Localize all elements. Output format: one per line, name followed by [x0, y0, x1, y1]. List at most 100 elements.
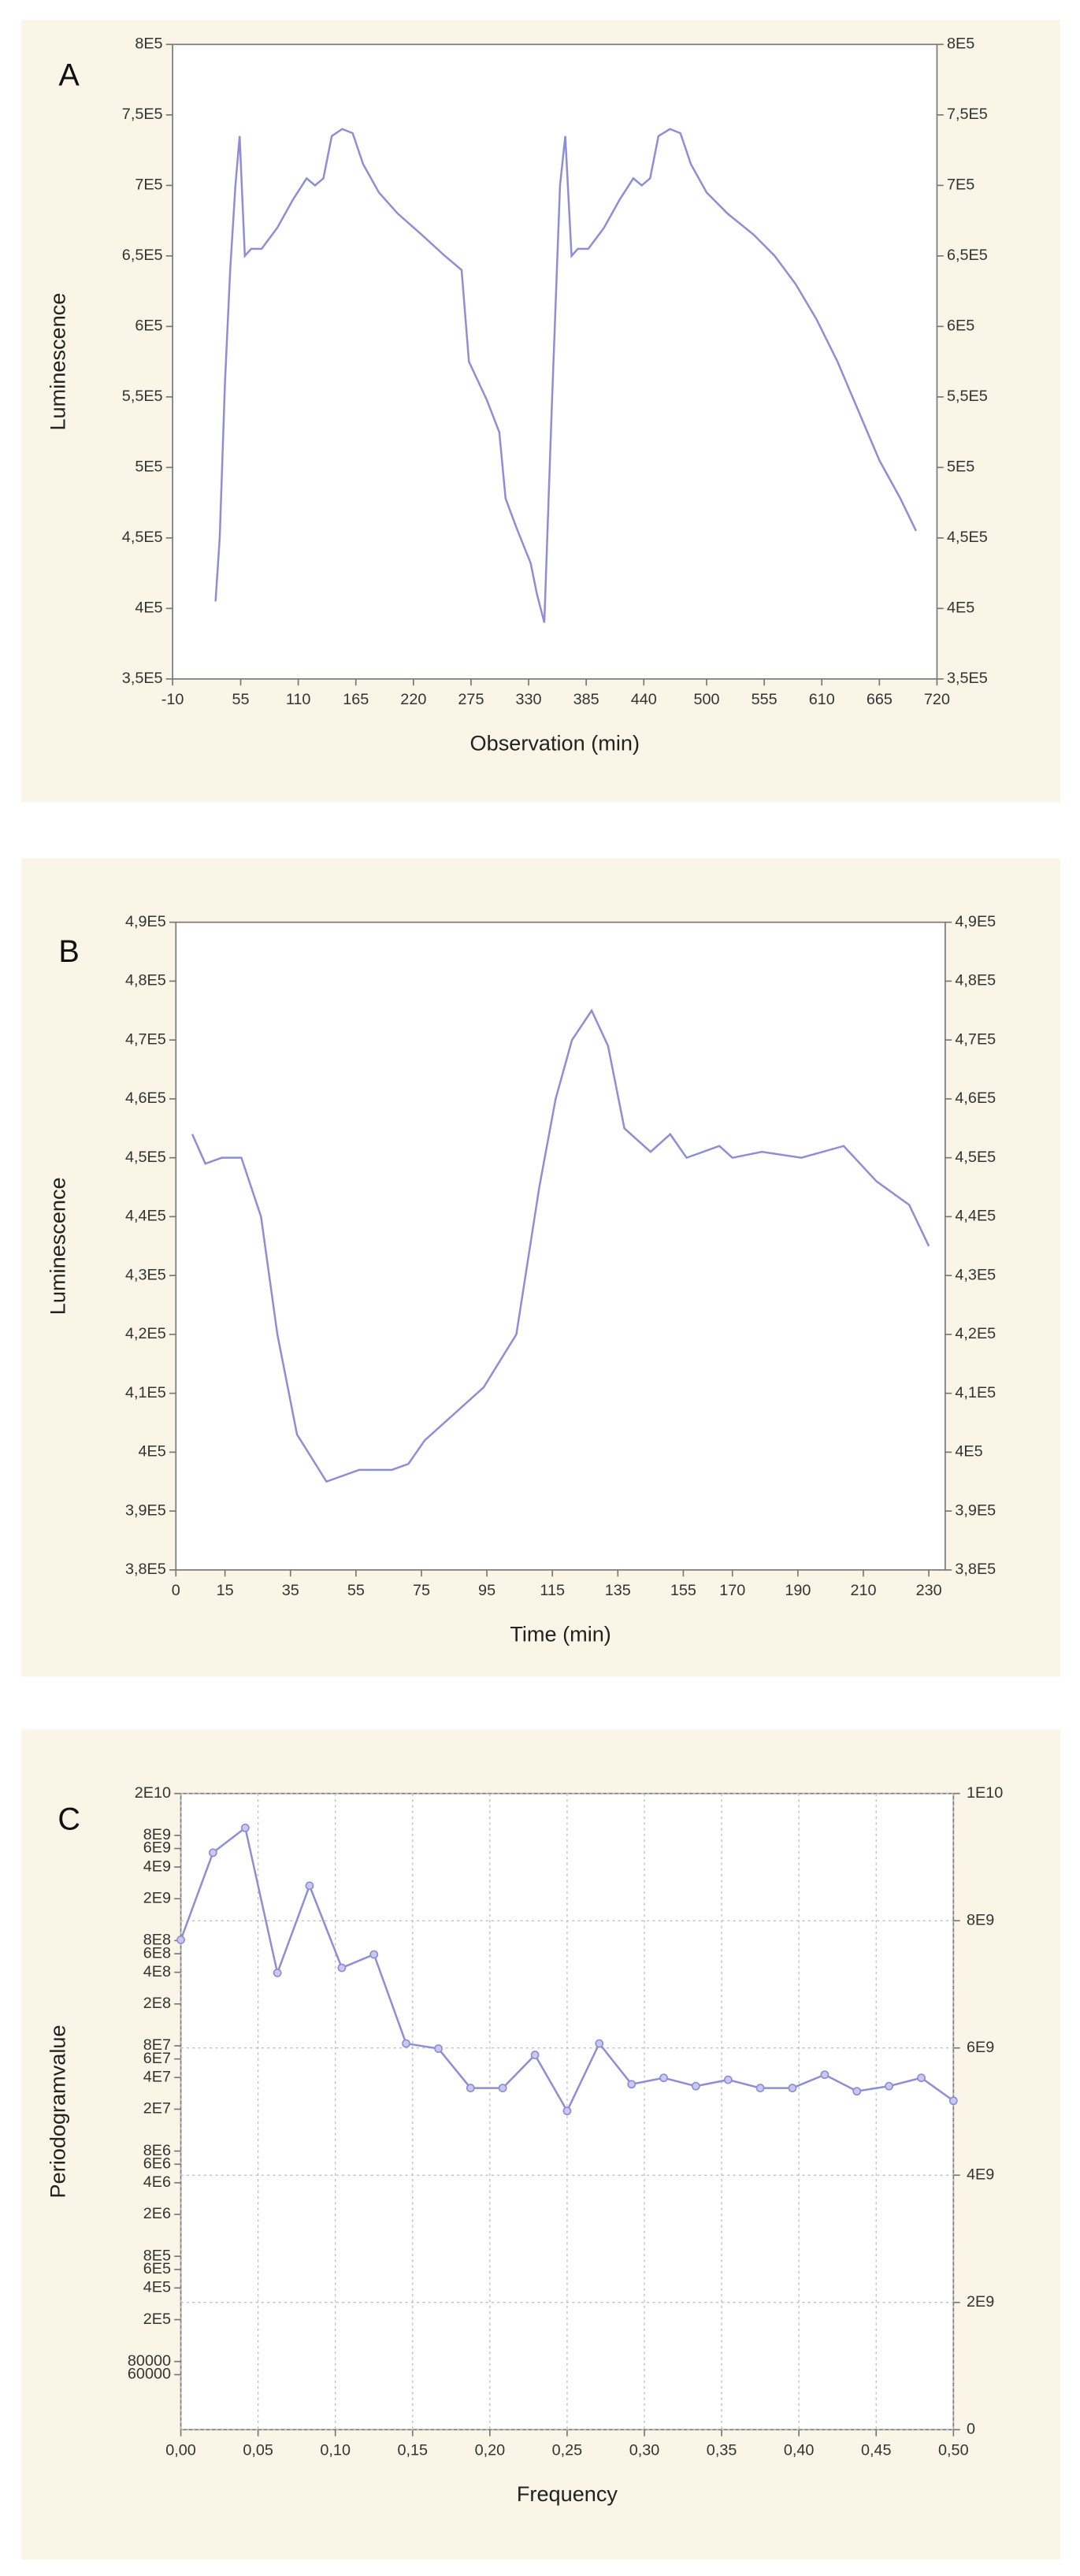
- data-point: [208, 1848, 217, 1858]
- data-line: [214, 128, 917, 623]
- y-tick-label: 6E6: [143, 2155, 171, 2172]
- x-tick-label: 610: [809, 691, 835, 708]
- y-tick-label: 6E7: [143, 2050, 171, 2067]
- y-tick-label: 8E6: [143, 2142, 171, 2159]
- y-tick-label: 4,2E5: [125, 1325, 166, 1342]
- x-tick-label: 0,10: [320, 2442, 351, 2459]
- x-tick-label: 0,00: [165, 2442, 196, 2459]
- y-tick-label: 8E5: [135, 35, 162, 53]
- y-right-tick-label: 4,8E5: [955, 972, 996, 989]
- y2-tick-label: 1E10: [967, 1784, 1003, 1802]
- y-tick-label: 2E7: [143, 2100, 171, 2118]
- x-tick-label: 330: [516, 691, 542, 708]
- y-right-tick-label: 4,7E5: [955, 1030, 996, 1048]
- y-right-tick-label: 7E5: [947, 176, 974, 194]
- data-point: [434, 2044, 443, 2053]
- x-tick-label: 75: [413, 1582, 430, 1599]
- y-tick-label: 4,4E5: [125, 1208, 166, 1225]
- y-tick-label: 5,5E5: [122, 388, 163, 405]
- x-tick-label: 55: [232, 691, 249, 708]
- y-right-tick-label: 4,2E5: [955, 1325, 996, 1342]
- y-right-tick-label: 3,8E5: [955, 1561, 996, 1578]
- data-point: [595, 2039, 604, 2048]
- y-tick-label: 4,9E5: [125, 913, 166, 930]
- x-tick-label: 170: [719, 1582, 745, 1599]
- x-tick-label: 0,20: [475, 2442, 506, 2459]
- data-point: [240, 1823, 250, 1832]
- y-tick-label: 4E9: [143, 1858, 171, 1875]
- y-right-tick-label: 4,4E5: [955, 1208, 996, 1225]
- y-tick-label: 2E10: [135, 1784, 171, 1802]
- x-tick-label: 35: [282, 1582, 299, 1599]
- y-tick-label: 4,7E5: [125, 1030, 166, 1048]
- x-tick-label: 220: [400, 691, 426, 708]
- data-point: [820, 2070, 829, 2080]
- y-right-tick-label: 4,5E5: [955, 1149, 996, 1166]
- y-right-tick-label: 4,9E5: [955, 913, 996, 930]
- x-tick-label: 0,30: [629, 2442, 660, 2459]
- y-tick-label: 4,5E5: [125, 1149, 166, 1166]
- y-tick-label: 2E9: [143, 1889, 171, 1906]
- y-tick-label: 4,6E5: [125, 1089, 166, 1107]
- y-right-tick-label: 8E5: [947, 35, 974, 53]
- x-tick-label: 500: [693, 691, 719, 708]
- y-axis-title: Periodogramvalue: [45, 2025, 69, 2198]
- y-right-tick-label: 5,5E5: [947, 388, 988, 405]
- x-tick-label: 135: [605, 1582, 631, 1599]
- y-tick-label: 4E5: [138, 1443, 165, 1461]
- y-right-tick-label: 3,9E5: [955, 1501, 996, 1519]
- data-point: [723, 2075, 733, 2084]
- x-tick-label: 110: [286, 691, 311, 708]
- y-tick-label: 4E5: [135, 599, 162, 617]
- y-tick-label: 4E8: [143, 1963, 171, 1980]
- data-point: [948, 2096, 958, 2106]
- x-tick-label: 0: [172, 1582, 180, 1599]
- panel-letter: A: [58, 58, 80, 93]
- y-right-tick-label: 3,5E5: [947, 670, 988, 687]
- x-tick-label: 165: [343, 691, 369, 708]
- data-point: [885, 2081, 893, 2091]
- y-tick-label: 2E8: [143, 1995, 171, 2012]
- data-point: [627, 2080, 636, 2089]
- y-tick-label: 4,8E5: [125, 972, 166, 989]
- y-tick-label: 4E6: [143, 2173, 171, 2191]
- x-tick-label: 155: [670, 1582, 696, 1599]
- y-tick-label: 4E5: [143, 2279, 171, 2296]
- data-point: [498, 2084, 507, 2093]
- y-tick-label: 6E5: [135, 317, 162, 335]
- y-tick-label: 60000: [128, 2366, 171, 2383]
- x-axis-title: Time (min): [510, 1622, 611, 1646]
- x-axis-title: Observation (min): [470, 730, 640, 755]
- data-point: [369, 1950, 379, 1959]
- data-point: [273, 1968, 282, 1977]
- y-tick-label: 7,5E5: [122, 106, 163, 123]
- data-point: [530, 2051, 540, 2060]
- y-tick-label: 6E9: [143, 1839, 171, 1857]
- y-axis-title: Luminescence: [45, 293, 69, 431]
- data-point: [562, 2106, 572, 2116]
- y-tick-label: 4,3E5: [125, 1266, 166, 1283]
- x-tick-label: 385: [573, 691, 599, 708]
- plot-area: [172, 43, 938, 680]
- data-point: [305, 1881, 314, 1891]
- y-right-tick-label: 6,5E5: [947, 247, 988, 264]
- x-tick-label: 665: [867, 691, 893, 708]
- x-tick-label: -10: [161, 691, 184, 708]
- x-tick-label: 0,45: [861, 2442, 892, 2459]
- y-tick-label: 8E9: [143, 1826, 171, 1843]
- y-tick-label: 7E5: [135, 176, 162, 194]
- x-tick-label: 0,40: [784, 2442, 815, 2459]
- x-axis-title: Frequency: [517, 2481, 618, 2506]
- y-tick-label: 3,8E5: [125, 1561, 166, 1578]
- y-right-tick-label: 5E5: [947, 458, 974, 476]
- data-point: [402, 2039, 410, 2048]
- y2-tick-label: 6E9: [967, 2039, 994, 2056]
- y2-tick-label: 0: [967, 2420, 975, 2437]
- y-tick-label: 4,5E5: [122, 529, 163, 546]
- data-point: [466, 2084, 475, 2093]
- data-line: [191, 1008, 930, 1483]
- y-axis-title: Luminescence: [45, 1177, 69, 1315]
- y-tick-label: 3,5E5: [122, 670, 163, 687]
- plot-area: [175, 921, 946, 1571]
- y-right-tick-label: 4,3E5: [955, 1266, 996, 1283]
